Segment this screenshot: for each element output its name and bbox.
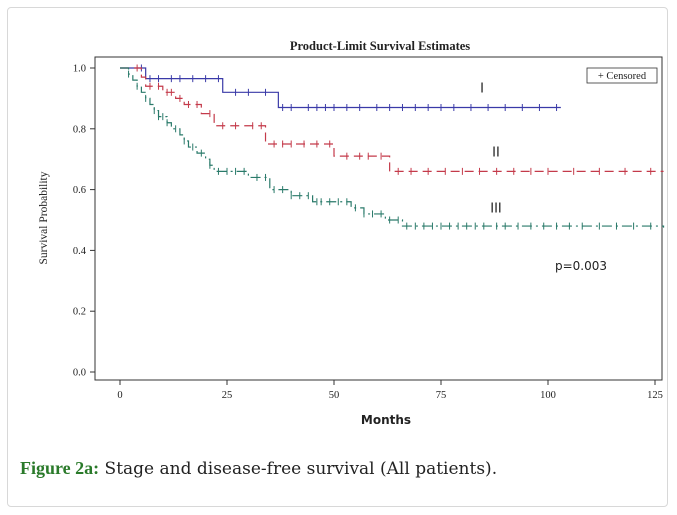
x-tick-label: 25 [222,390,233,401]
series-label-iii: III [490,202,502,217]
x-axis-label: Months [361,413,411,427]
y-axis-label: Survival Probability [38,171,50,264]
y-tick-label: 0.4 [73,246,87,257]
caption-label: Figure 2a: [20,458,100,478]
legend: + Censored [586,67,658,84]
x-axis: 0 25 50 75 100 125 [117,380,663,401]
y-tick-label: 0.8 [73,124,86,135]
y-tick-label: 1.0 [73,64,86,75]
series-label-i: I [480,82,484,97]
legend-box [586,67,658,84]
series-line-iii [120,67,665,228]
series-line-i [120,67,561,109]
x-tick-label: 75 [436,390,447,401]
caption-text: Stage and disease-free survival (All pat… [99,459,498,479]
chart-title: Product-Limit Survival Estimates [290,39,470,53]
x-tick-label: 125 [647,390,663,401]
x-tick-label: 100 [540,390,556,401]
x-tick-label: 0 [117,390,122,401]
y-tick-label: 0.6 [73,185,86,196]
figure-frame [7,7,668,507]
y-tick-label: 0.2 [73,307,86,318]
series-label-ii: II [492,145,500,160]
x-tick-label: 50 [329,390,340,401]
p-value-annotation: p=0.003 [555,259,607,273]
y-axis: 0.0 0.2 0.4 0.6 0.8 1.0 [73,64,95,379]
series-line-ii [120,67,664,172]
y-tick-label: 0.0 [73,368,86,379]
legend-label: + Censored [598,71,647,82]
figure-caption: Figure 2a: Stage and disease-free surviv… [20,458,660,479]
survival-chart: Product-Limit Survival Estimates 0.00.20… [38,39,665,427]
plot-area [94,56,663,381]
